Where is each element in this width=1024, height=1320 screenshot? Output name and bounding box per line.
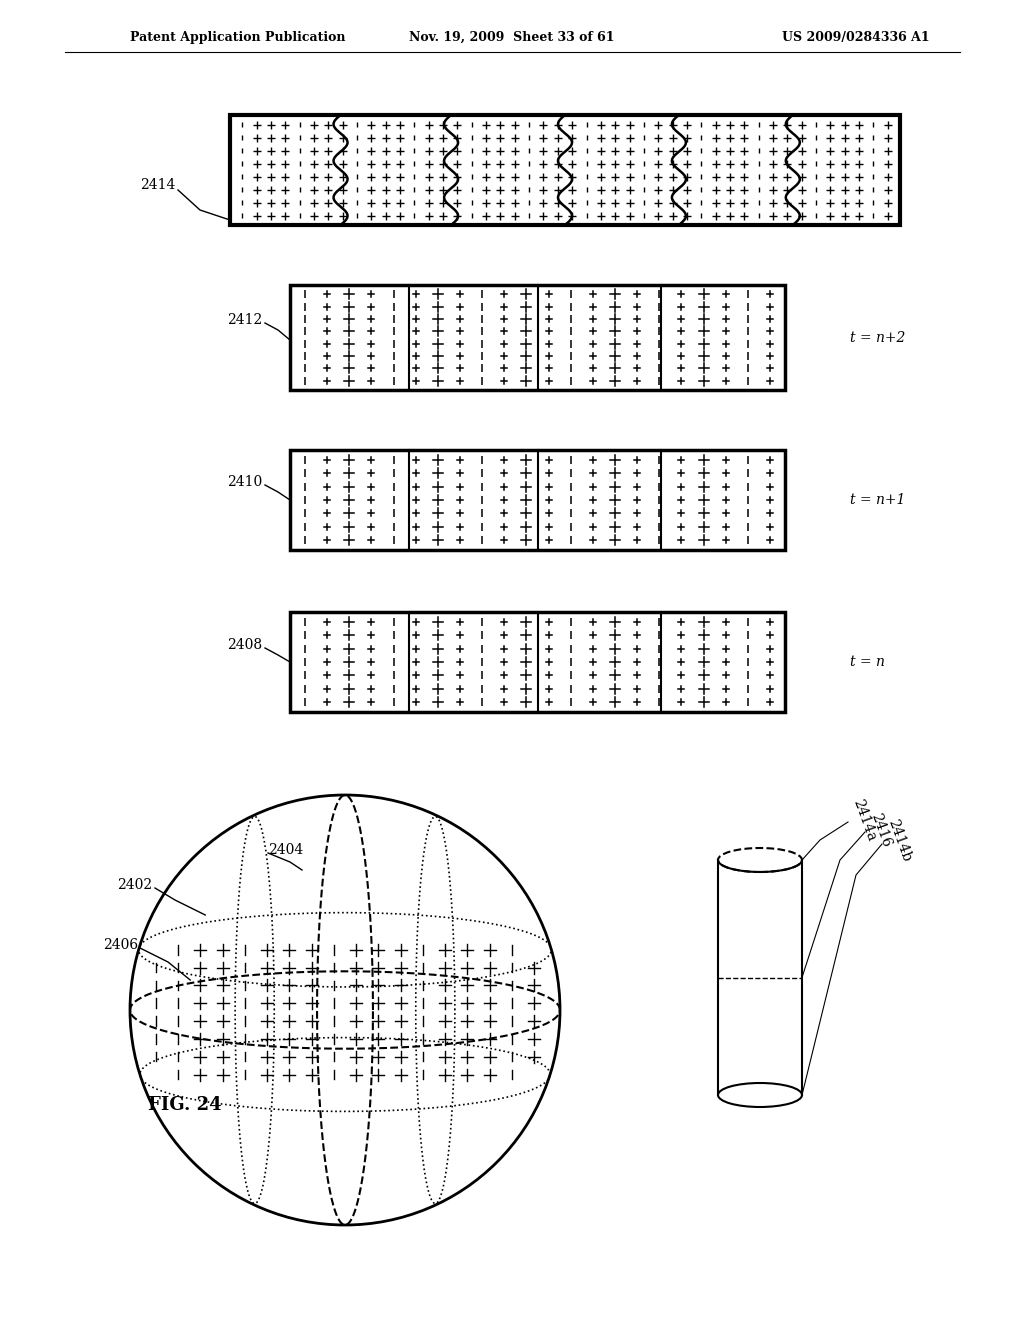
Bar bbox=[230, 115, 900, 224]
Text: t = n+1: t = n+1 bbox=[850, 492, 905, 507]
Text: Nov. 19, 2009  Sheet 33 of 61: Nov. 19, 2009 Sheet 33 of 61 bbox=[410, 30, 614, 44]
Text: US 2009/0284336 A1: US 2009/0284336 A1 bbox=[782, 30, 930, 44]
Bar bbox=[718, 861, 802, 1096]
Text: t = n+2: t = n+2 bbox=[850, 331, 905, 345]
Text: 2414: 2414 bbox=[139, 178, 175, 191]
Text: Patent Application Publication: Patent Application Publication bbox=[130, 30, 345, 44]
Text: 2414a: 2414a bbox=[850, 797, 879, 843]
Bar bbox=[290, 450, 785, 550]
Bar bbox=[290, 285, 785, 389]
Bar bbox=[290, 612, 785, 711]
Text: 2406: 2406 bbox=[102, 939, 138, 952]
Text: 2404: 2404 bbox=[268, 843, 303, 857]
Text: 2414b: 2414b bbox=[885, 817, 913, 863]
Text: 2412: 2412 bbox=[226, 313, 262, 327]
Text: 2408: 2408 bbox=[227, 638, 262, 652]
Text: FIG. 24: FIG. 24 bbox=[148, 1096, 221, 1114]
Text: 2402: 2402 bbox=[117, 878, 152, 892]
Text: t = n: t = n bbox=[850, 655, 885, 669]
Text: 2416: 2416 bbox=[868, 810, 893, 849]
Text: 2410: 2410 bbox=[226, 475, 262, 488]
